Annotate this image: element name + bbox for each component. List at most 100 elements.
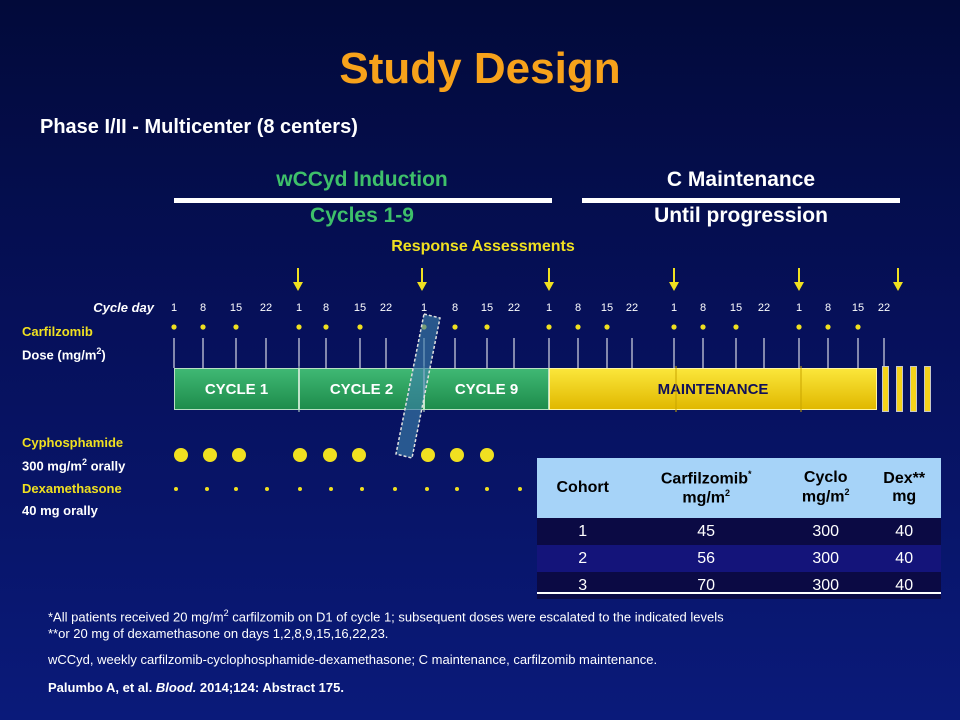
cycle-day-number: 15 [600, 302, 614, 314]
dexamethasone-dose-dot [205, 487, 209, 491]
dexamethasone-dose-dot [298, 487, 302, 491]
arrow-down-icon [293, 268, 303, 291]
cycle-day-number: 22 [507, 302, 521, 314]
cycle-day-number: 22 [625, 302, 639, 314]
dexamethasone-dose-dot [360, 487, 364, 491]
cycle-day-number: 1 [670, 302, 678, 314]
carfilzomib-dose-dot [855, 324, 861, 330]
cycle-day-number: 1 [795, 302, 803, 314]
dexamethasone-dose: 40 mg orally [22, 503, 98, 518]
citation: Palumbo A, et al. Blood. 2014;124: Abstr… [48, 680, 344, 695]
cycle-day-number: 22 [757, 302, 771, 314]
carfilzomib-dose-dot [604, 324, 610, 330]
dexamethasone-dose-dot [485, 487, 489, 491]
dexamethasone-dose-dot [425, 487, 429, 491]
dexamethasone-dose-dot [265, 487, 269, 491]
table-row: 1 45 300 40 [537, 518, 941, 545]
footnote-dexamethasone: **or 20 mg of dexamethasone on days 1,2,… [48, 626, 389, 641]
carfilzomib-dose-dot [296, 324, 302, 330]
header-cyclo: Cyclo mg/m2 [783, 458, 868, 518]
carfilzomib-dose-dot [700, 324, 706, 330]
dexamethasone-dose-dot [329, 487, 333, 491]
arrow-down-icon [417, 268, 427, 291]
table-bottom-rule [537, 592, 941, 594]
cycle-day-number: 1 [420, 302, 428, 314]
arrow-down-icon [669, 268, 679, 291]
cyclophosphamide-dose: 300 mg/m2 orally [22, 457, 126, 474]
maintenance-box: MAINTENANCE [549, 368, 877, 410]
cycle-day-number: 22 [379, 302, 393, 314]
cycle-day-number: 8 [199, 302, 207, 314]
cycle-day-number: 8 [824, 302, 832, 314]
cycle-break-band [395, 313, 441, 459]
cycle-day-number: 15 [480, 302, 494, 314]
carfilzomib-dose-dot [323, 324, 329, 330]
dexamethasone-dose-dot [455, 487, 459, 491]
cycle-day-number: 15 [229, 302, 243, 314]
carfilzomib-dose-dot [796, 324, 802, 330]
study-subtitle: Phase I/II - Multicenter (8 centers) [40, 116, 358, 138]
header-carfilzomib: Carfilzomib* mg/m2 [628, 458, 784, 518]
cycle-day-number: 1 [295, 302, 303, 314]
arrow-down-icon [893, 268, 903, 291]
dose-unit-label: Dose (mg/m2) [22, 346, 106, 363]
dexamethasone-dose-dot [393, 487, 397, 491]
cyclophosphamide-dose-dot [293, 448, 307, 462]
table-row: 3 70 300 40 [537, 572, 941, 599]
cyclophosphamide-dose-dot [323, 448, 337, 462]
induction-cycles-label: Cycles 1-9 [310, 204, 414, 227]
arrow-down-icon [794, 268, 804, 291]
cyclophosphamide-dose-dot [203, 448, 217, 462]
response-assessments-label: Response Assessments [391, 238, 575, 255]
carfilzomib-dose-dot [546, 324, 552, 330]
cyclophosphamide-dose-dot [174, 448, 188, 462]
cycle-day-number: 8 [574, 302, 582, 314]
cohort-table: Cohort Carfilzomib* mg/m2 Cyclo mg/m2 Dex*… [537, 458, 941, 599]
cycle-9-box: CYCLE 9 [424, 368, 549, 410]
dexamethasone-dose-dot [234, 487, 238, 491]
header-dex: Dex** mg [867, 458, 941, 518]
carfilzomib-dose-dot [233, 324, 239, 330]
cycle-day-number: 8 [451, 302, 459, 314]
maintenance-continuation-stripe [910, 366, 917, 412]
dexamethasone-dose-dot [174, 487, 178, 491]
arrow-down-icon [544, 268, 554, 291]
cycle-day-number: 15 [729, 302, 743, 314]
maintenance-continuation-stripe [896, 366, 903, 412]
cyclophosphamide-label: Cyphosphamide [22, 435, 124, 450]
carfilzomib-dose-dot [200, 324, 206, 330]
cyclophosphamide-dose-dot [480, 448, 494, 462]
cycle-day-number: 22 [877, 302, 891, 314]
maintenance-phase-name: C Maintenance [666, 168, 816, 191]
carfilzomib-dose-dot [575, 324, 581, 330]
dexamethasone-dose-dot [518, 487, 522, 491]
maintenance-continuation-stripe [882, 366, 889, 412]
maintenance-continuation-stripe [924, 366, 931, 412]
cycle-day-number: 22 [259, 302, 273, 314]
induction-phase-name: wCCyd Induction [276, 168, 448, 191]
table-row: 2 56 300 40 [537, 545, 941, 572]
cyclophosphamide-dose-dot [352, 448, 366, 462]
induction-phase-bar [174, 198, 552, 203]
carfilzomib-dose-dot [452, 324, 458, 330]
cycle-day-number: 15 [851, 302, 865, 314]
box-dividers [298, 366, 802, 412]
cyclophosphamide-dose-dot [232, 448, 246, 462]
footnote-abbreviations: wCCyd, weekly carfilzomib-cyclophosphami… [48, 652, 658, 667]
cycle-day-number: 1 [545, 302, 553, 314]
dexamethasone-label: Dexamethasone [22, 481, 122, 496]
footnote-carfilzomib: *All patients received 20 mg/m2 carfilzo… [48, 608, 724, 625]
cyclophosphamide-dose-dot [421, 448, 435, 462]
page-title: Study Design [339, 44, 621, 93]
cycle-day-number: 1 [170, 302, 178, 314]
carfilzomib-dose-dot [733, 324, 739, 330]
carfilzomib-dose-dot [825, 324, 831, 330]
cycle-day-number: 8 [322, 302, 330, 314]
carfilzomib-dose-dot [171, 324, 177, 330]
cycle-day-number: 8 [699, 302, 707, 314]
carfilzomib-label: Carfilzomib [22, 324, 93, 339]
response-arrows [293, 268, 903, 291]
maintenance-duration-label: Until progression [654, 204, 828, 227]
cycle-1-box: CYCLE 1 [174, 368, 299, 410]
carfilzomib-dose-dot [484, 324, 490, 330]
